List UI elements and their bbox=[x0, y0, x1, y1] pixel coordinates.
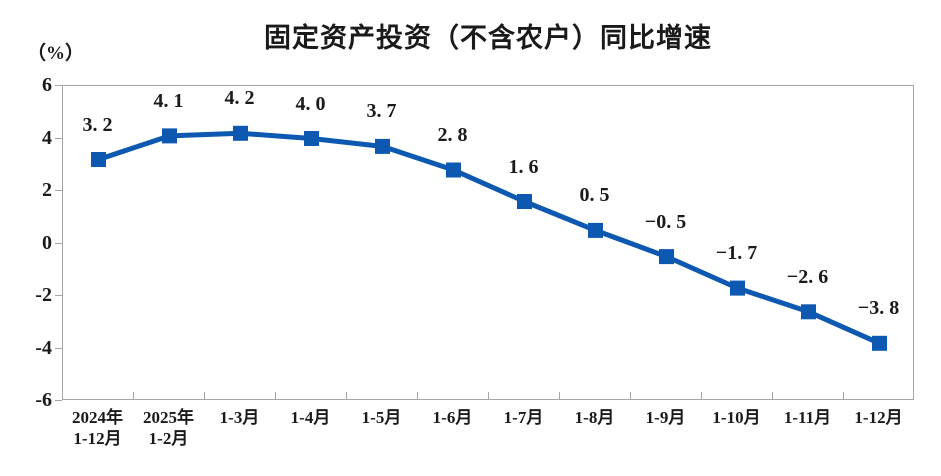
x-category-label-line: 2024年 bbox=[72, 408, 123, 427]
y-tick-mark bbox=[55, 400, 62, 401]
y-tick-label: -2 bbox=[35, 284, 52, 306]
x-category-label: 2024年 1-12月 bbox=[46, 407, 150, 449]
x-category-label: 1-9月 bbox=[614, 407, 718, 428]
x-category-label-line: 1-12月 bbox=[73, 429, 122, 448]
data-point-value-label: −0. 5 bbox=[644, 210, 687, 233]
x-category-label: 1-11月 bbox=[756, 407, 860, 428]
y-tick-label: 0 bbox=[42, 231, 52, 254]
x-tick-mark bbox=[488, 392, 489, 400]
data-point-value-label: 4. 1 bbox=[153, 89, 184, 112]
x-category-label-line: 2025年 bbox=[143, 408, 194, 427]
x-category-label: 1-10月 bbox=[685, 407, 789, 428]
x-category-label: 1-6月 bbox=[401, 407, 505, 428]
data-point-value-label: 3. 2 bbox=[82, 113, 113, 136]
data-point-marker bbox=[91, 152, 106, 167]
data-point-marker bbox=[446, 162, 461, 178]
y-tick-label: 2 bbox=[42, 179, 52, 201]
x-category-label: 1-7月 bbox=[472, 407, 576, 428]
data-point-marker bbox=[517, 194, 532, 209]
line-series-svg bbox=[91, 125, 887, 351]
x-category-label: 1-3月 bbox=[188, 407, 292, 428]
data-point-value-label: −1. 7 bbox=[715, 242, 758, 265]
x-category-label-line: 1-10月 bbox=[712, 408, 761, 427]
data-point-value-label: 1. 6 bbox=[508, 155, 539, 178]
data-point-marker bbox=[304, 131, 319, 146]
x-tick-mark bbox=[772, 392, 773, 400]
x-category-label-line: 1-12月 bbox=[854, 408, 903, 427]
x-category-label-line: 1-7月 bbox=[503, 408, 544, 427]
trend-line bbox=[97, 130, 881, 346]
data-point-marker bbox=[730, 280, 745, 296]
data-point-marker bbox=[872, 335, 887, 351]
data-point-value-label: 0. 5 bbox=[579, 184, 610, 207]
y-axis-unit-label: （%） bbox=[27, 43, 85, 64]
data-point-value-label: 3. 7 bbox=[366, 100, 397, 123]
x-category-label-line: 1-6月 bbox=[432, 408, 473, 427]
data-point-value-label: −3. 8 bbox=[857, 297, 900, 320]
x-category-label-line: 1-5月 bbox=[361, 408, 402, 427]
x-tick-mark bbox=[630, 392, 631, 400]
y-tick-mark bbox=[55, 347, 62, 349]
y-tick-label: 4 bbox=[42, 126, 52, 149]
x-category-label-line: 1-9月 bbox=[645, 408, 686, 427]
data-point-value-label: 4. 0 bbox=[295, 92, 326, 115]
x-category-label: 1-5月 bbox=[330, 407, 434, 428]
x-category-label: 1-4月 bbox=[259, 407, 363, 428]
x-category-label: 1-8月 bbox=[543, 407, 647, 428]
data-point-marker bbox=[588, 222, 603, 238]
x-category-label: 1-12月 bbox=[827, 407, 931, 428]
data-point-marker bbox=[801, 304, 816, 320]
y-tick-mark bbox=[55, 85, 62, 86]
data-point-marker bbox=[659, 249, 674, 265]
x-tick-mark bbox=[346, 392, 347, 400]
x-tick-mark bbox=[275, 392, 276, 400]
x-tick-mark bbox=[701, 392, 702, 400]
x-tick-mark bbox=[559, 392, 560, 400]
y-tick-mark bbox=[55, 137, 62, 139]
x-category-label-line: 1-3月 bbox=[219, 408, 260, 427]
x-category-label-line: 1-11月 bbox=[783, 408, 832, 427]
x-tick-mark bbox=[843, 392, 844, 400]
x-tick-mark bbox=[417, 392, 418, 400]
y-tick-label: 6 bbox=[42, 74, 52, 96]
y-tick-mark bbox=[55, 190, 62, 191]
y-tick-label: -6 bbox=[35, 389, 52, 411]
y-tick-label: -4 bbox=[35, 336, 52, 359]
x-tick-mark bbox=[204, 392, 205, 400]
chart-title: 固定资产投资（不含农户）同比增速 bbox=[264, 23, 712, 53]
data-point-value-label: 4. 2 bbox=[224, 87, 255, 110]
data-point-marker bbox=[233, 125, 248, 141]
data-point-value-label: −2. 6 bbox=[786, 265, 829, 288]
x-category-label-line: 1-4月 bbox=[290, 408, 331, 427]
x-tick-mark bbox=[133, 392, 134, 400]
data-point-marker bbox=[375, 138, 390, 154]
x-category-label-line: 1-8月 bbox=[574, 408, 615, 427]
data-point-marker bbox=[162, 128, 177, 144]
x-category-label-line: 1-2月 bbox=[148, 429, 189, 448]
data-point-value-label: 2. 8 bbox=[437, 124, 468, 146]
x-category-label: 2025年 1-2月 bbox=[117, 407, 221, 449]
y-tick-mark bbox=[55, 242, 62, 244]
y-tick-mark bbox=[55, 295, 62, 296]
